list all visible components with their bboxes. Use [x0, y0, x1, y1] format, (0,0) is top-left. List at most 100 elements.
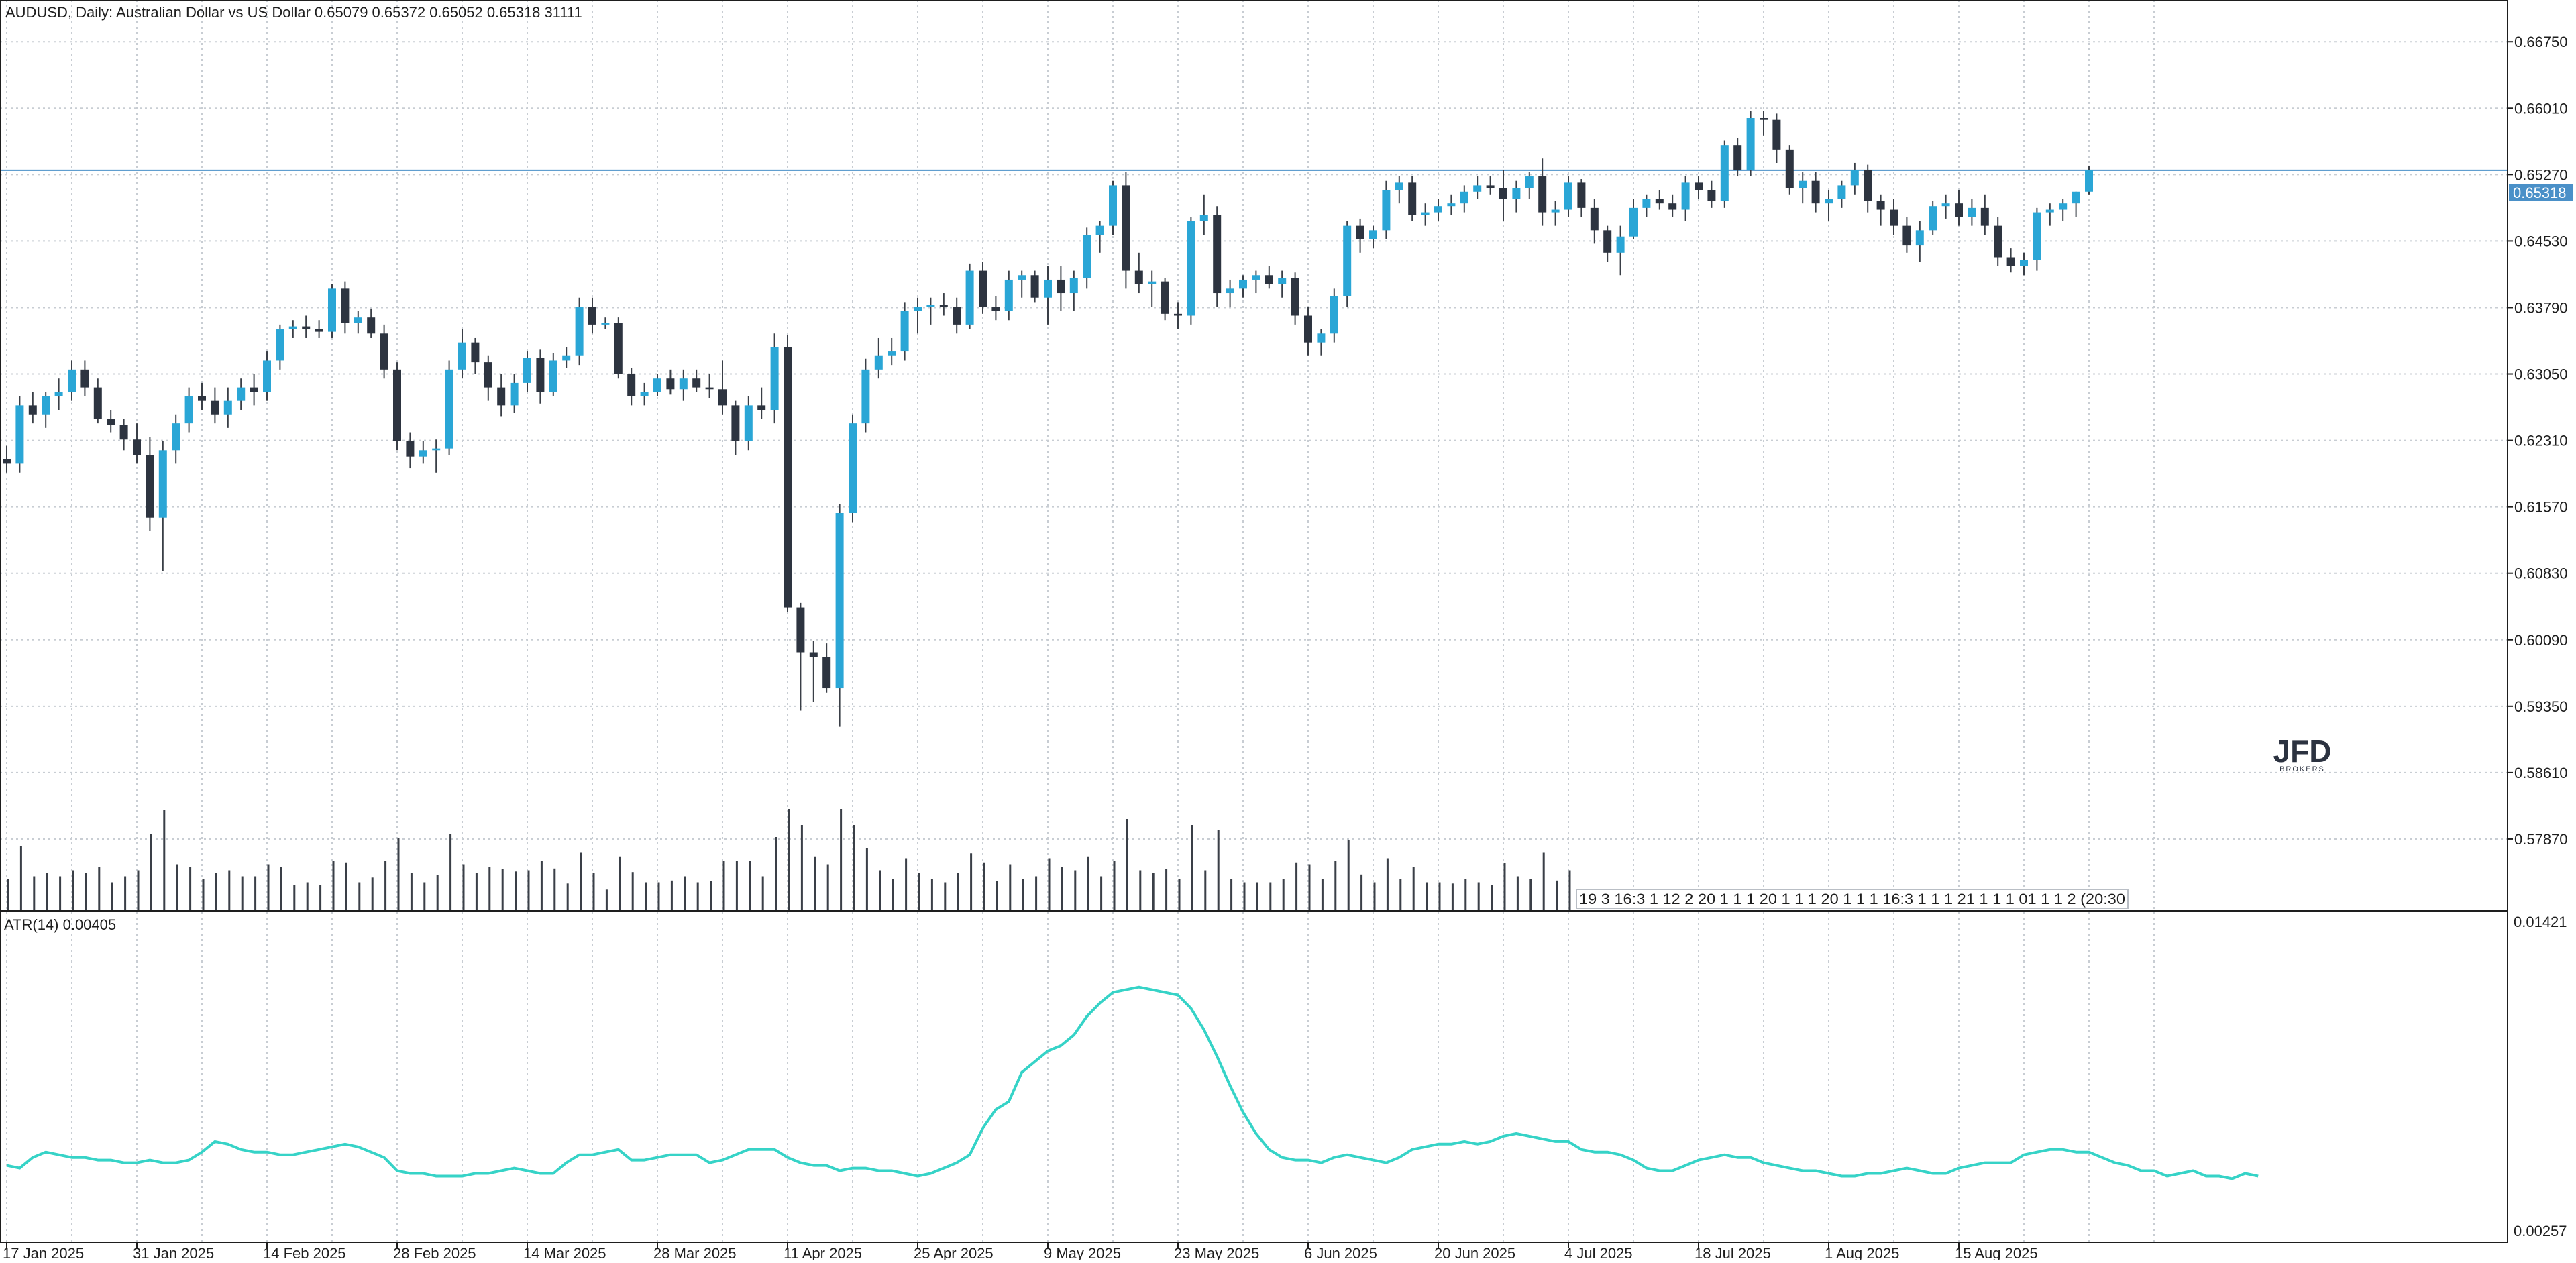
- candle[interactable]: [1382, 180, 1391, 239]
- candle[interactable]: [1955, 190, 1963, 226]
- candle[interactable]: [1876, 194, 1885, 226]
- candle[interactable]: [328, 284, 336, 338]
- candle[interactable]: [1030, 270, 1039, 303]
- candle[interactable]: [172, 414, 180, 464]
- candle[interactable]: [1811, 172, 1820, 213]
- candle[interactable]: [1720, 140, 1729, 208]
- candle[interactable]: [1799, 172, 1807, 204]
- candle[interactable]: [1213, 206, 1222, 307]
- candle[interactable]: [874, 337, 883, 379]
- candlesticks[interactable]: [3, 111, 2093, 727]
- candle[interactable]: [1044, 266, 1052, 325]
- candle[interactable]: [523, 351, 531, 392]
- candle[interactable]: [1265, 266, 1273, 289]
- candle[interactable]: [1421, 203, 1430, 226]
- candle[interactable]: [1825, 190, 1833, 221]
- candle[interactable]: [1760, 111, 1768, 136]
- candle[interactable]: [198, 382, 206, 410]
- candle[interactable]: [1642, 194, 1651, 217]
- candle[interactable]: [471, 337, 480, 374]
- candle[interactable]: [965, 263, 974, 329]
- candle[interactable]: [184, 387, 193, 433]
- candle[interactable]: [93, 378, 102, 424]
- candle[interactable]: [354, 311, 362, 334]
- candle[interactable]: [510, 374, 519, 413]
- candle[interactable]: [1004, 270, 1013, 321]
- candle[interactable]: [484, 355, 492, 401]
- candle[interactable]: [15, 396, 24, 473]
- candle[interactable]: [1655, 190, 1664, 210]
- candle[interactable]: [107, 410, 115, 433]
- candle[interactable]: [1837, 180, 1846, 208]
- candle[interactable]: [302, 315, 311, 338]
- candle[interactable]: [223, 387, 232, 428]
- atr-line[interactable]: [6, 985, 2259, 1180]
- candle[interactable]: [914, 297, 922, 334]
- candle[interactable]: [679, 369, 688, 401]
- candle[interactable]: [1408, 176, 1417, 221]
- candle[interactable]: [627, 368, 636, 406]
- candle[interactable]: [861, 358, 870, 433]
- candle[interactable]: [1616, 225, 1625, 276]
- candle[interactable]: [458, 329, 466, 379]
- candle[interactable]: [744, 396, 753, 451]
- candle[interactable]: [1629, 199, 1638, 239]
- candle[interactable]: [809, 641, 818, 702]
- candle[interactable]: [1369, 225, 1377, 249]
- candle[interactable]: [1980, 194, 1989, 235]
- candle[interactable]: [1499, 170, 1507, 221]
- candle[interactable]: [1772, 113, 1781, 163]
- candle[interactable]: [1356, 218, 1364, 253]
- candle[interactable]: [757, 387, 766, 419]
- candle[interactable]: [80, 360, 89, 396]
- candle[interactable]: [1069, 270, 1078, 311]
- candle[interactable]: [497, 374, 506, 417]
- candle[interactable]: [979, 262, 987, 314]
- candle[interactable]: [276, 324, 284, 370]
- candle[interactable]: [536, 349, 545, 404]
- candle[interactable]: [1473, 176, 1482, 199]
- candle[interactable]: [1512, 180, 1521, 213]
- candle[interactable]: [784, 335, 792, 612]
- candle[interactable]: [1239, 275, 1247, 298]
- candle[interactable]: [1707, 180, 1716, 208]
- candle[interactable]: [146, 437, 154, 531]
- candle[interactable]: [1538, 158, 1547, 226]
- candle[interactable]: [1994, 217, 2002, 266]
- candle[interactable]: [2020, 252, 2028, 276]
- candle[interactable]: [1902, 217, 1911, 253]
- candle[interactable]: [1174, 302, 1182, 329]
- candle[interactable]: [1109, 180, 1117, 235]
- candle[interactable]: [835, 504, 844, 727]
- candle[interactable]: [1668, 194, 1677, 217]
- candle[interactable]: [718, 360, 727, 415]
- candle[interactable]: [953, 297, 961, 334]
- candle[interactable]: [796, 602, 805, 711]
- candle[interactable]: [939, 293, 948, 316]
- candle[interactable]: [1161, 278, 1169, 321]
- candle[interactable]: [432, 439, 441, 473]
- candle[interactable]: [2006, 248, 2015, 273]
- candle[interactable]: [237, 378, 246, 410]
- candle[interactable]: [1746, 111, 1755, 177]
- candle[interactable]: [1590, 199, 1599, 244]
- candle[interactable]: [588, 297, 596, 334]
- candle[interactable]: [549, 353, 557, 396]
- candle[interactable]: [158, 441, 167, 572]
- candle[interactable]: [1317, 329, 1326, 356]
- candle[interactable]: [1525, 172, 1534, 199]
- candle[interactable]: [1199, 194, 1208, 235]
- candle[interactable]: [991, 296, 1000, 321]
- time-axis[interactable]: 17 Jan 2025 31 Jan 2025 14 Feb 2025 28 Feb …: [3, 1242, 2038, 1262]
- candle[interactable]: [888, 337, 896, 366]
- candle[interactable]: [1148, 270, 1157, 307]
- candle[interactable]: [601, 317, 610, 329]
- candle[interactable]: [211, 387, 219, 424]
- candle[interactable]: [367, 308, 376, 338]
- candle[interactable]: [54, 378, 63, 410]
- candle[interactable]: [1226, 279, 1234, 307]
- candle[interactable]: [315, 320, 323, 338]
- candle[interactable]: [1095, 221, 1104, 253]
- candle[interactable]: [1057, 266, 1065, 311]
